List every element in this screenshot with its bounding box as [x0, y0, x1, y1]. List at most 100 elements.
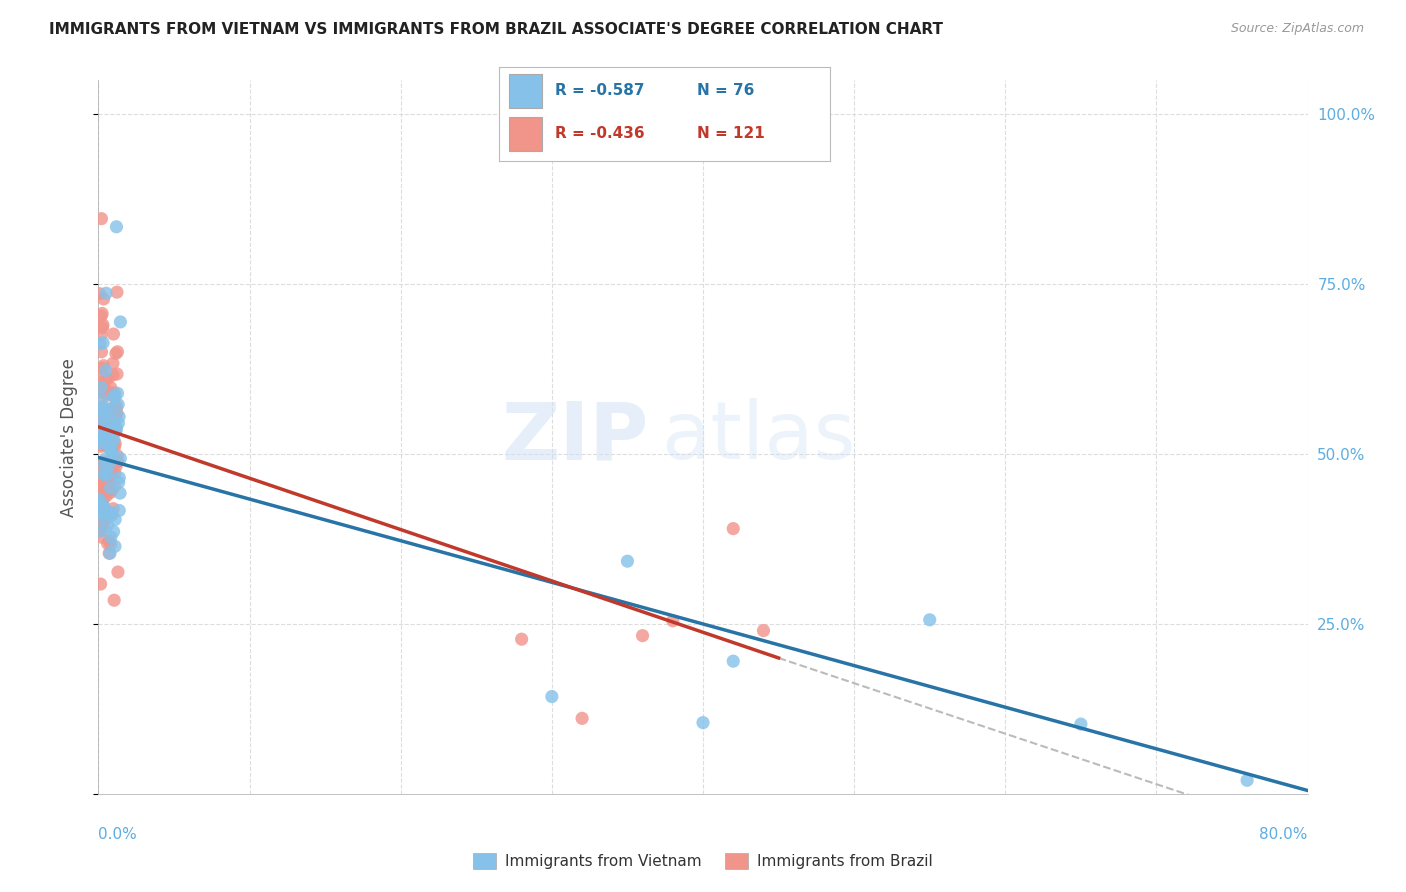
- Point: [89, 378, 111, 392]
- Point: [90, 411, 112, 425]
- Point: [90, 327, 112, 342]
- Point: [91, 516, 114, 530]
- Point: [91, 434, 114, 449]
- Point: [94, 461, 117, 475]
- Point: [91, 335, 114, 350]
- Point: [93, 431, 115, 445]
- Point: [100, 441, 122, 455]
- Point: [104, 424, 127, 438]
- Point: [98, 505, 121, 519]
- Point: [93, 516, 115, 531]
- Point: [104, 539, 127, 553]
- Point: [87, 474, 110, 488]
- Point: [89, 433, 111, 447]
- Point: [89, 457, 111, 471]
- Point: [93, 384, 115, 398]
- Point: [90, 501, 112, 516]
- Point: [97, 386, 120, 401]
- Point: [90, 429, 112, 443]
- Point: [100, 443, 122, 458]
- Point: [103, 593, 125, 607]
- Point: [90, 472, 112, 486]
- Point: [97, 468, 120, 483]
- Point: [101, 444, 124, 458]
- Point: [104, 401, 127, 415]
- Point: [101, 508, 124, 523]
- Point: [90, 524, 112, 538]
- Point: [91, 320, 114, 334]
- Point: [104, 419, 127, 434]
- Point: [89, 494, 111, 508]
- Point: [101, 450, 124, 465]
- Point: [93, 502, 115, 516]
- Point: [101, 450, 124, 465]
- Point: [91, 498, 114, 512]
- Point: [89, 369, 111, 384]
- Point: [103, 420, 125, 434]
- Point: [108, 409, 131, 424]
- Text: atlas: atlas: [661, 398, 855, 476]
- Point: [96, 414, 118, 428]
- Point: [87, 456, 110, 470]
- Point: [107, 416, 129, 430]
- Point: [90, 577, 112, 591]
- Point: [101, 501, 124, 516]
- Point: [105, 403, 128, 417]
- Point: [100, 483, 122, 497]
- Point: [94, 468, 117, 483]
- Point: [90, 530, 112, 544]
- Point: [94, 451, 117, 466]
- Point: [723, 522, 745, 536]
- Point: [89, 501, 111, 516]
- Point: [97, 384, 120, 399]
- Point: [105, 407, 128, 421]
- Point: [89, 422, 111, 436]
- Text: ZIP: ZIP: [502, 398, 648, 476]
- Point: [571, 711, 593, 725]
- Point: [93, 359, 115, 373]
- Point: [105, 454, 128, 468]
- Point: [90, 400, 112, 414]
- Point: [107, 565, 129, 579]
- Point: [96, 489, 118, 503]
- Point: [105, 455, 128, 469]
- Point: [510, 632, 533, 647]
- Point: [107, 454, 129, 468]
- Point: [105, 458, 128, 473]
- Point: [96, 416, 118, 430]
- Point: [692, 715, 714, 730]
- Point: [101, 356, 124, 370]
- Point: [93, 507, 115, 521]
- Point: [96, 518, 118, 533]
- Legend: Immigrants from Vietnam, Immigrants from Brazil: Immigrants from Vietnam, Immigrants from…: [467, 847, 939, 875]
- Point: [107, 386, 129, 401]
- Point: [100, 530, 122, 544]
- Point: [100, 481, 122, 495]
- Point: [108, 471, 131, 485]
- Point: [97, 467, 120, 481]
- Point: [89, 417, 111, 432]
- Point: [631, 629, 654, 643]
- Point: [98, 475, 121, 490]
- Point: [90, 517, 112, 532]
- Point: [97, 409, 120, 424]
- FancyBboxPatch shape: [509, 118, 543, 152]
- Point: [104, 386, 127, 401]
- Point: [100, 428, 122, 442]
- Point: [90, 486, 112, 500]
- Point: [100, 381, 122, 395]
- Point: [100, 421, 122, 435]
- Point: [105, 399, 128, 413]
- Point: [91, 481, 114, 495]
- Text: 80.0%: 80.0%: [1260, 827, 1308, 841]
- Point: [87, 492, 110, 507]
- Point: [98, 546, 121, 560]
- Point: [90, 438, 112, 452]
- Point: [90, 380, 112, 394]
- Point: [540, 690, 562, 704]
- Text: N = 76: N = 76: [697, 83, 755, 98]
- Point: [98, 406, 121, 420]
- Point: [93, 481, 115, 495]
- Point: [1236, 773, 1258, 788]
- Point: [101, 464, 124, 478]
